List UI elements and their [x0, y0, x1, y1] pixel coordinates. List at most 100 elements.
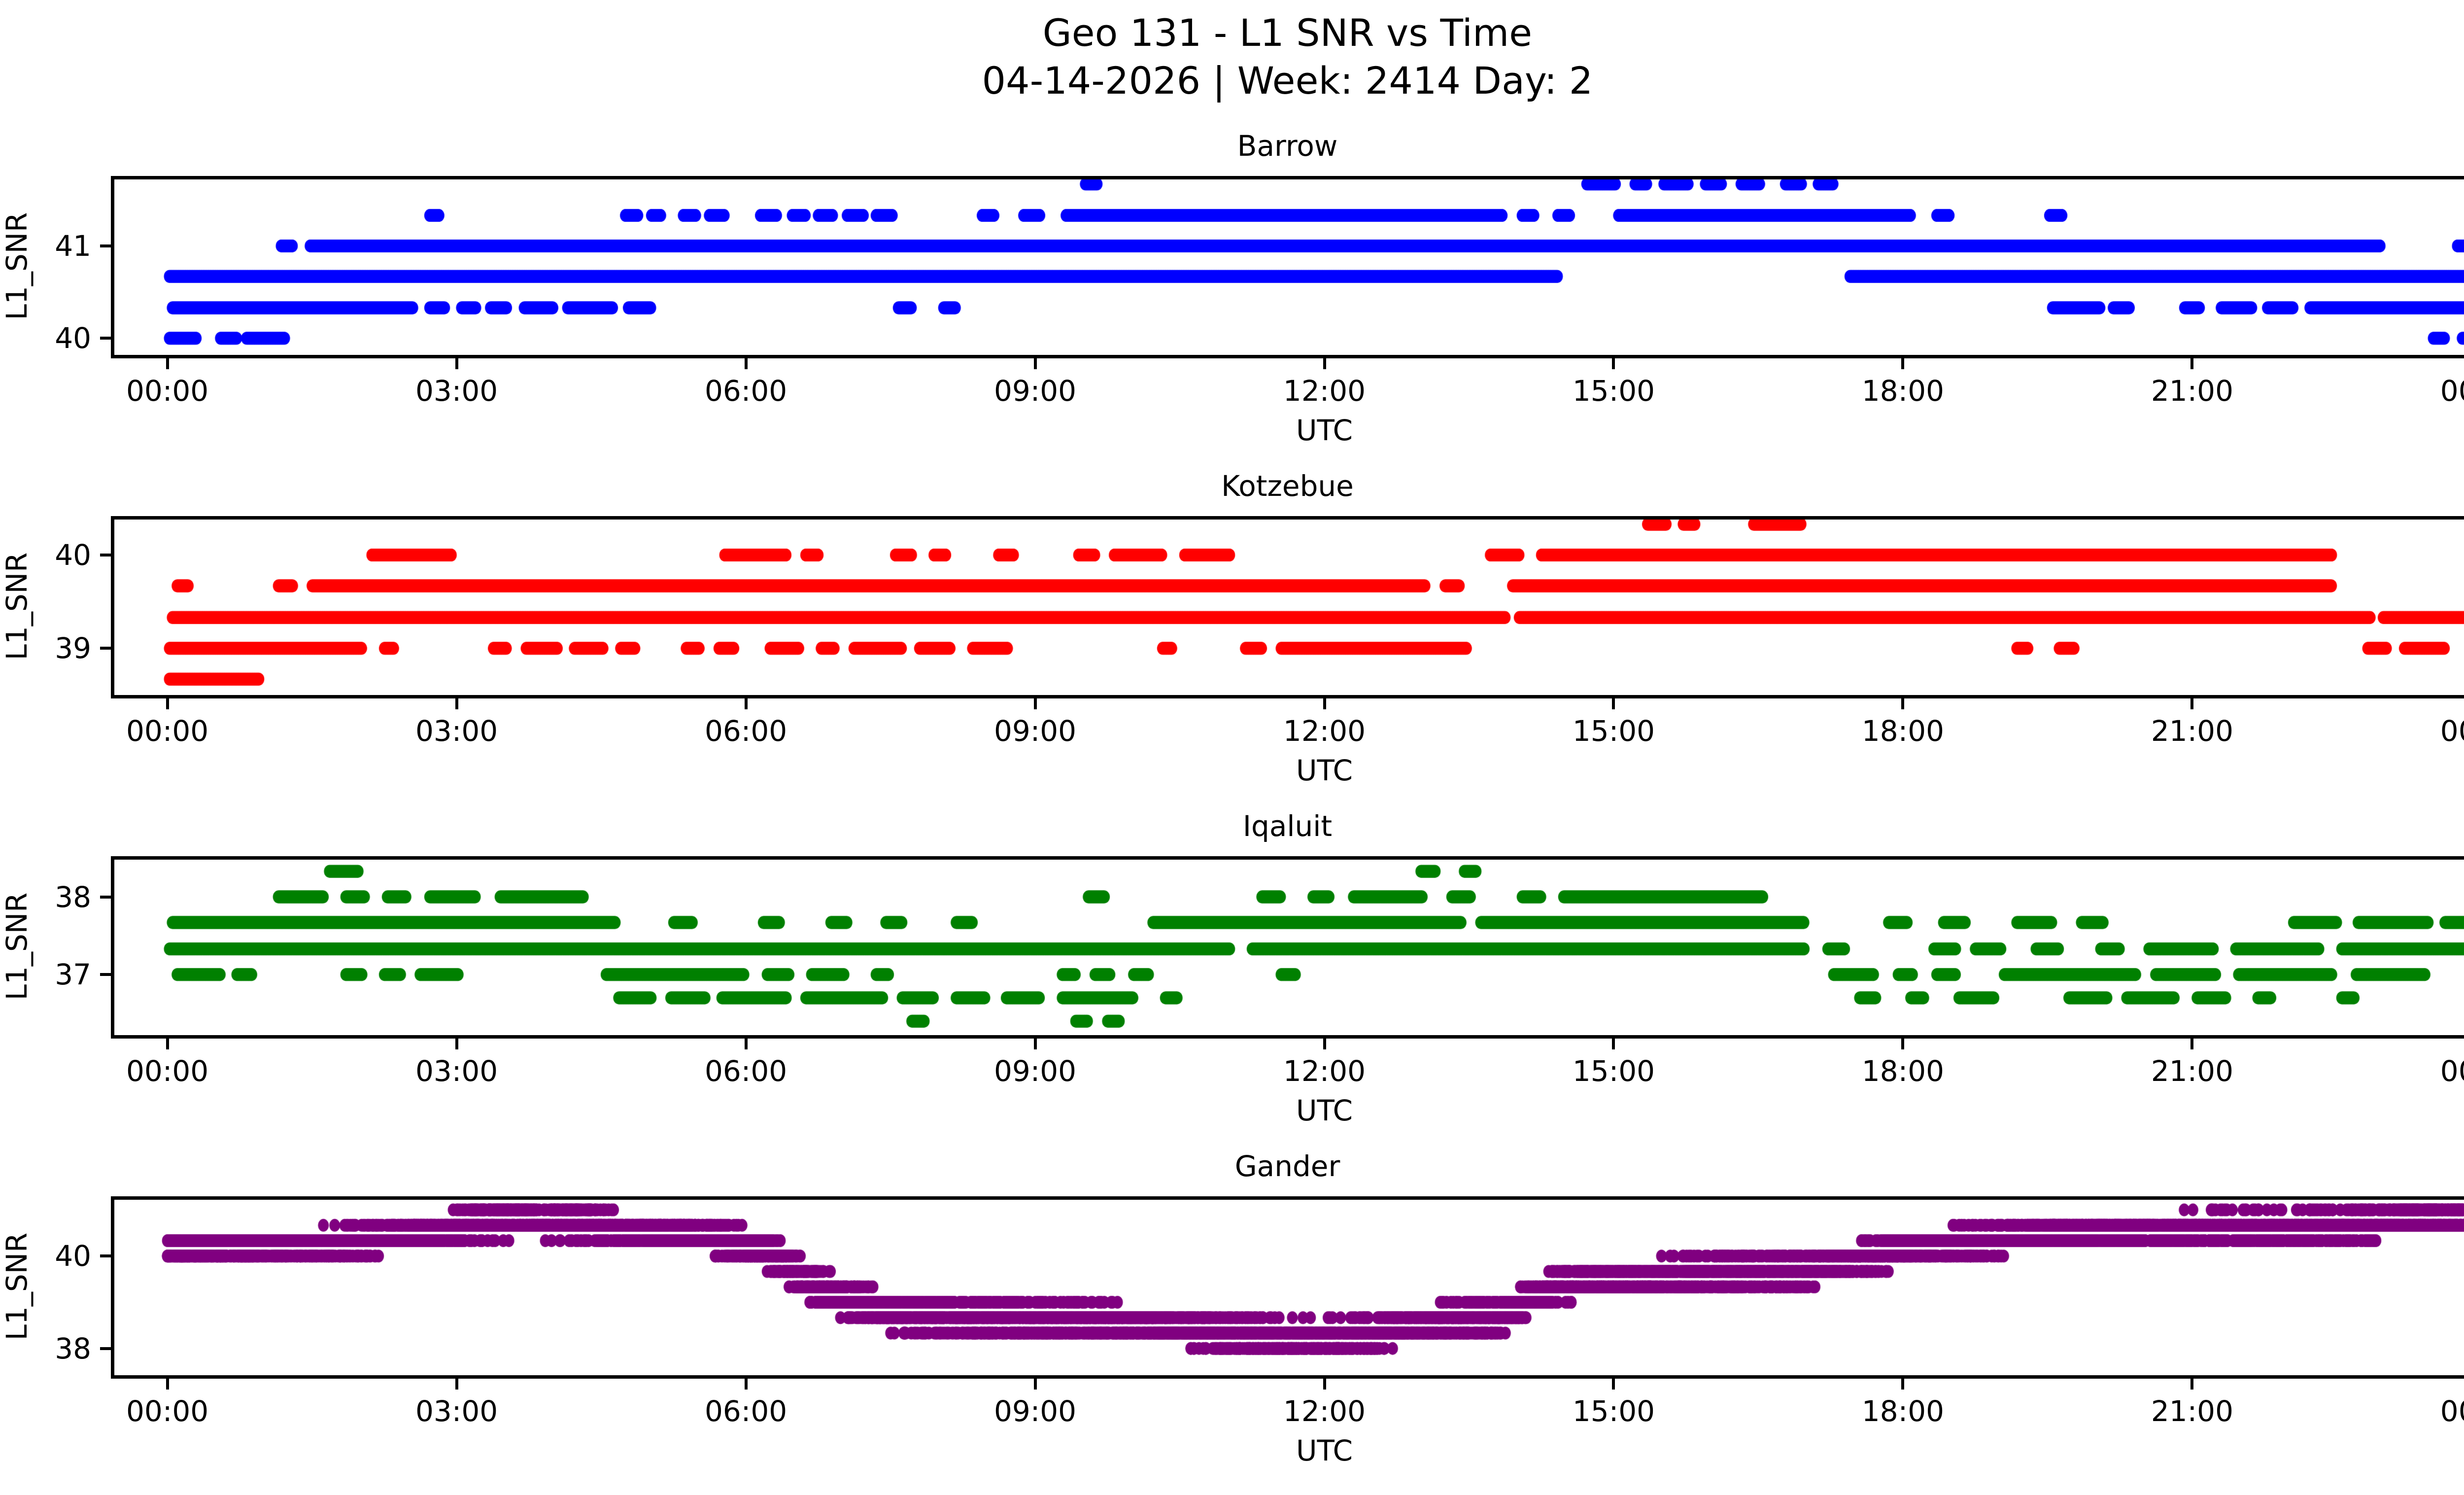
xtick-mark-kotzebue-6	[1901, 698, 1905, 709]
ylabel-gander: L1_SNR	[0, 1232, 34, 1341]
xtick-mark-kotzebue-2	[744, 698, 748, 709]
xtick-label-gander-7: 21:00	[2151, 1394, 2233, 1428]
ytick-mark-kotzebue-0	[100, 647, 111, 650]
xtick-label-kotzebue-7: 21:00	[2151, 714, 2233, 748]
ytick-label-iqaluit-0: 37	[55, 958, 91, 992]
xtick-mark-gander-6	[1901, 1379, 1905, 1390]
figure-title-line-1: Geo 131 - L1 SNR vs Time	[1042, 11, 1533, 55]
xtick-mark-kotzebue-7	[2190, 698, 2194, 709]
ylabel-iqaluit: L1_SNR	[0, 892, 34, 1001]
xtick-label-iqaluit-6: 18:00	[1861, 1054, 1945, 1088]
figure-title-line-2: 04-14-2026 | Week: 2414 Day: 2	[982, 59, 1593, 103]
subplot-title-kotzebue: Kotzebue	[1221, 469, 1354, 503]
xtick-label-barrow-1: 03:00	[415, 374, 498, 408]
xtick-mark-kotzebue-3	[1033, 698, 1037, 709]
xtick-label-barrow-7: 21:00	[2151, 374, 2233, 408]
xlabel-gander: UTC	[1296, 1434, 1353, 1467]
ytick-label-gander-0: 38	[55, 1331, 91, 1365]
plot-area-iqaluit[interactable]	[111, 856, 2464, 1039]
xtick-label-gander-3: 09:00	[993, 1394, 1077, 1428]
xtick-mark-barrow-5	[1612, 358, 1615, 369]
xtick-mark-iqaluit-4	[1323, 1039, 1326, 1049]
xtick-mark-iqaluit-3	[1033, 1039, 1037, 1049]
xtick-mark-barrow-0	[166, 358, 169, 369]
xtick-label-barrow-2: 06:00	[704, 374, 787, 408]
scatter-canvas-barrow	[114, 179, 2464, 355]
xtick-mark-barrow-7	[2190, 358, 2194, 369]
xtick-mark-iqaluit-5	[1612, 1039, 1615, 1049]
xtick-mark-iqaluit-7	[2190, 1039, 2194, 1049]
xtick-mark-gander-0	[166, 1379, 169, 1390]
xtick-mark-kotzebue-4	[1323, 698, 1326, 709]
xtick-label-iqaluit-4: 12:00	[1283, 1054, 1366, 1088]
ytick-mark-gander-0	[100, 1347, 111, 1350]
xtick-label-gander-6: 18:00	[1861, 1394, 1945, 1428]
xtick-label-iqaluit-7: 21:00	[2151, 1054, 2233, 1088]
xtick-label-iqaluit-5: 15:00	[1572, 1054, 1655, 1088]
xlabel-barrow: UTC	[1296, 414, 1353, 447]
plot-area-barrow[interactable]	[111, 176, 2464, 358]
ytick-mark-kotzebue-1	[100, 553, 111, 556]
xtick-label-kotzebue-4: 12:00	[1283, 714, 1366, 748]
xtick-label-iqaluit-0: 00:00	[126, 1054, 209, 1088]
subplot-title-barrow: Barrow	[1237, 129, 1338, 163]
xtick-mark-gander-7	[2190, 1379, 2194, 1390]
xtick-mark-iqaluit-0	[166, 1039, 169, 1049]
xtick-mark-iqaluit-6	[1901, 1039, 1905, 1049]
xtick-mark-barrow-4	[1323, 358, 1326, 369]
xtick-label-barrow-5: 15:00	[1572, 374, 1655, 408]
xtick-label-gander-2: 06:00	[704, 1394, 787, 1428]
xtick-label-kotzebue-2: 06:00	[704, 714, 787, 748]
xtick-label-gander-5: 15:00	[1572, 1394, 1655, 1428]
xtick-label-barrow-4: 12:00	[1283, 374, 1366, 408]
xtick-label-kotzebue-8: 00:00	[2440, 714, 2464, 748]
xtick-label-iqaluit-8: 00:00	[2440, 1054, 2464, 1088]
xtick-mark-gander-4	[1323, 1379, 1326, 1390]
xlabel-kotzebue: UTC	[1296, 754, 1353, 787]
plot-area-gander[interactable]	[111, 1196, 2464, 1379]
ytick-mark-gander-1	[100, 1254, 111, 1258]
xtick-mark-kotzebue-5	[1612, 698, 1615, 709]
ytick-mark-iqaluit-0	[100, 973, 111, 976]
ytick-label-barrow-0: 40	[55, 321, 91, 355]
xtick-label-kotzebue-6: 18:00	[1861, 714, 1945, 748]
xtick-mark-barrow-6	[1901, 358, 1905, 369]
xtick-label-kotzebue-3: 09:00	[993, 714, 1077, 748]
xtick-mark-gander-3	[1033, 1379, 1037, 1390]
xtick-mark-gander-1	[455, 1379, 458, 1390]
xtick-label-barrow-6: 18:00	[1861, 374, 1945, 408]
xtick-mark-barrow-3	[1033, 358, 1037, 369]
xtick-label-barrow-0: 00:00	[126, 374, 209, 408]
xtick-label-iqaluit-3: 09:00	[993, 1054, 1077, 1088]
xtick-mark-gander-2	[744, 1379, 748, 1390]
xtick-label-gander-4: 12:00	[1283, 1394, 1366, 1428]
xtick-label-barrow-8: 00:00	[2440, 374, 2464, 408]
subplot-title-iqaluit: Iqaluit	[1242, 809, 1333, 843]
xtick-mark-kotzebue-1	[455, 698, 458, 709]
xtick-mark-iqaluit-1	[455, 1039, 458, 1049]
xtick-label-iqaluit-1: 03:00	[415, 1054, 498, 1088]
ytick-label-kotzebue-0: 39	[55, 631, 91, 665]
scatter-canvas-kotzebue	[114, 520, 2464, 695]
xtick-mark-iqaluit-2	[744, 1039, 748, 1049]
xtick-label-kotzebue-0: 00:00	[126, 714, 209, 748]
plot-area-kotzebue[interactable]	[111, 516, 2464, 698]
xtick-mark-barrow-2	[744, 358, 748, 369]
xtick-label-barrow-3: 09:00	[993, 374, 1077, 408]
xtick-label-kotzebue-1: 03:00	[415, 714, 498, 748]
xtick-label-gander-8: 00:00	[2440, 1394, 2464, 1428]
scatter-canvas-gander	[114, 1200, 2464, 1375]
subplot-title-gander: Gander	[1234, 1149, 1340, 1183]
ytick-mark-iqaluit-1	[100, 895, 111, 899]
ytick-label-gander-1: 40	[55, 1239, 91, 1273]
ytick-mark-barrow-1	[100, 244, 111, 247]
ylabel-kotzebue: L1_SNR	[0, 552, 34, 661]
ytick-label-barrow-1: 41	[55, 229, 91, 263]
figure-title: Geo 131 - L1 SNR vs Time 04-14-2026 | We…	[0, 9, 2464, 105]
xtick-label-iqaluit-2: 06:00	[704, 1054, 787, 1088]
xlabel-iqaluit: UTC	[1296, 1094, 1353, 1127]
xtick-label-gander-1: 03:00	[415, 1394, 498, 1428]
ytick-label-iqaluit-1: 38	[55, 880, 91, 914]
scatter-canvas-iqaluit	[114, 860, 2464, 1035]
xtick-label-gander-0: 00:00	[126, 1394, 209, 1428]
